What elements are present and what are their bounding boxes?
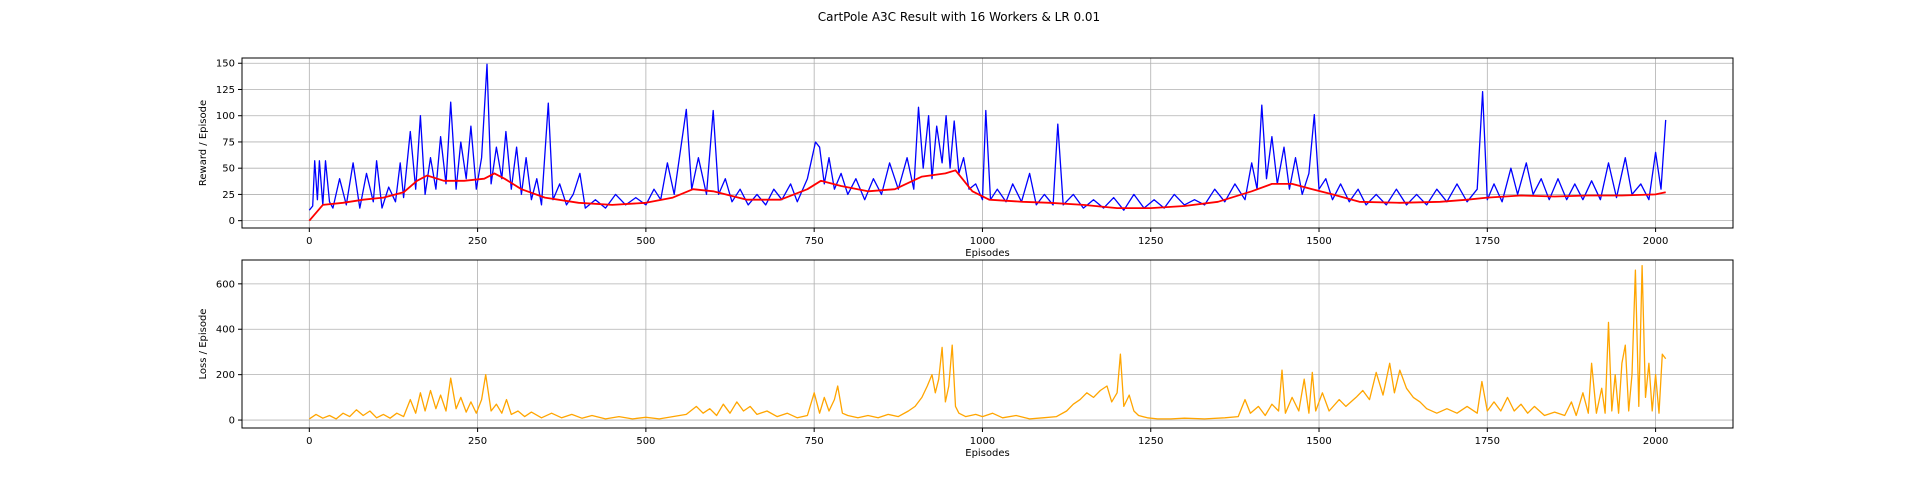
- reward-ytick-label: 50: [222, 164, 235, 175]
- reward-xtick-label: 250: [468, 236, 487, 247]
- reward-xtick-label: 0: [306, 236, 312, 247]
- reward-xtick-label: 1750: [1475, 236, 1500, 247]
- loss-raw-line: [308, 265, 1667, 420]
- reward-ytick-label: 100: [216, 111, 235, 122]
- reward-ytick-label: 0: [229, 216, 235, 227]
- loss-xtick-label: 2000: [1643, 436, 1668, 447]
- loss-xtick-label: 750: [805, 436, 824, 447]
- reward-ytick-label: 125: [216, 85, 235, 96]
- reward-xlabel: Episodes: [965, 248, 1009, 259]
- loss-ytick-label: 200: [216, 370, 235, 381]
- reward-panel: 0 250 500 750 1000 1250 1500 1750 2000 0 25 50 75 100…: [198, 57, 1734, 259]
- reward-xtick-label: 750: [805, 236, 824, 247]
- reward-ytick-label: 25: [222, 190, 235, 201]
- loss-xtick-label: 0: [306, 436, 312, 447]
- loss-ylabel: Loss / Episode: [198, 309, 209, 380]
- loss-xtick-label: 1500: [1306, 436, 1331, 447]
- loss-panel: 0 250 500 750 1000 1250 1500 1750 2000 0 200 400 600…: [198, 259, 1734, 459]
- loss-axes-frame: [241, 259, 1734, 429]
- loss-xtick-label: 500: [636, 436, 655, 447]
- reward-axes-frame: [241, 57, 1734, 229]
- loss-xtick-label: 1000: [970, 436, 995, 447]
- reward-smoothed-line: [308, 169, 1666, 222]
- loss-xtick-label: 1750: [1475, 436, 1500, 447]
- loss-ytick-label: 400: [216, 325, 235, 336]
- reward-ytick-label: 150: [216, 59, 235, 70]
- reward-xtick-label: 1250: [1138, 236, 1163, 247]
- loss-xtick-label: 250: [468, 436, 487, 447]
- reward-ylabel: Reward / Episode: [198, 100, 209, 186]
- reward-xtick-label: 1500: [1306, 236, 1331, 247]
- loss-ytick-label: 0: [229, 416, 235, 427]
- figure-title: CartPole A3C Result with 16 Workers & LR…: [818, 10, 1100, 24]
- loss-xtick-label: 1250: [1138, 436, 1163, 447]
- reward-raw-line: [308, 63, 1667, 211]
- loss-xlabel: Episodes: [965, 448, 1009, 459]
- reward-xtick-label: 2000: [1643, 236, 1668, 247]
- reward-xtick-label: 1000: [970, 236, 995, 247]
- reward-xtick-label: 500: [636, 236, 655, 247]
- reward-ytick-label: 75: [222, 137, 235, 148]
- loss-ytick-label: 600: [216, 279, 235, 290]
